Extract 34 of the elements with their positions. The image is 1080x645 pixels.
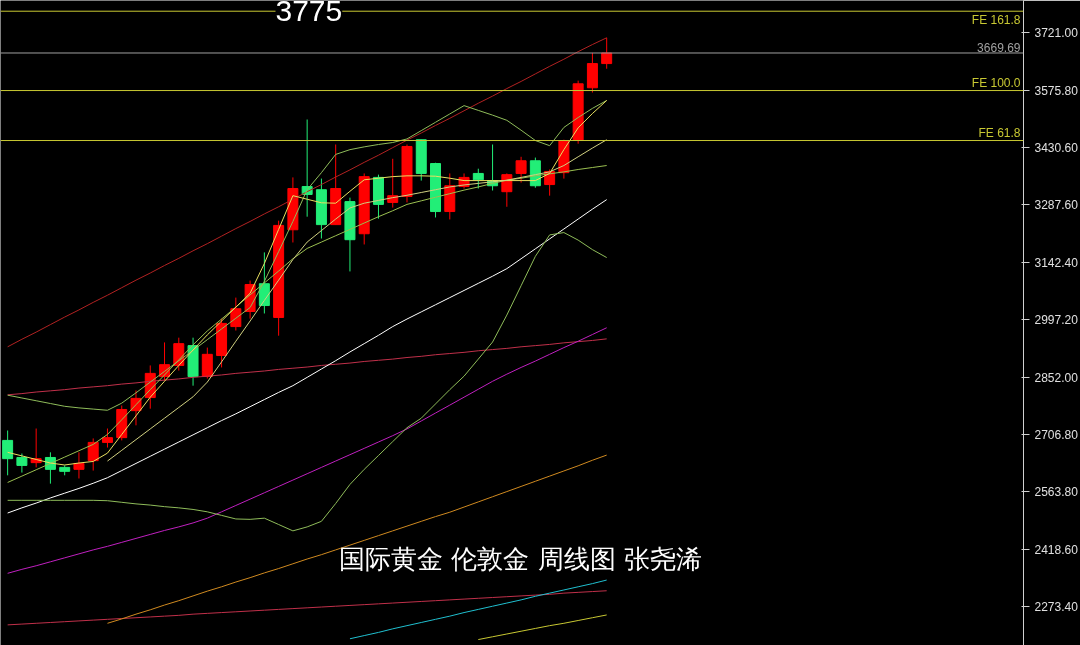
ref-line-label: 3669.69 — [977, 40, 1021, 55]
line-series — [106, 139, 608, 462]
y-tick-label: 2273.40 — [1034, 600, 1079, 615]
candlestick — [501, 172, 513, 208]
y-tick-label: 3575.80 — [1034, 83, 1079, 98]
ref-line-label: FE 100.0 — [971, 75, 1021, 90]
candlestick — [515, 156, 527, 184]
line-series — [7, 338, 608, 396]
y-tick-label: 2997.20 — [1034, 313, 1079, 328]
candlestick — [2, 430, 14, 476]
line-series — [349, 579, 608, 640]
line-series — [7, 590, 608, 626]
y-tick-label: 2563.80 — [1034, 485, 1079, 500]
y-tick-label: 3287.60 — [1034, 198, 1079, 213]
ref-line-label: FE 61.8 — [978, 125, 1021, 140]
candlestick — [201, 347, 213, 380]
y-tick-label: 3430.60 — [1034, 141, 1079, 156]
line-series — [7, 199, 608, 514]
y-tick-label: 2706.80 — [1034, 428, 1079, 443]
candlestick — [73, 451, 85, 479]
annotation: 国际黄金 伦敦金 周线图 张尧浠 — [339, 543, 702, 574]
candlestick — [472, 168, 484, 190]
y-tick-label: 2852.00 — [1034, 370, 1079, 385]
y-tick-label: 3142.40 — [1034, 255, 1079, 270]
y-tick-label: 2418.60 — [1034, 542, 1079, 557]
y-tick-label: 3721.00 — [1034, 26, 1079, 41]
candlestick — [101, 428, 113, 449]
line-series — [7, 232, 608, 532]
line-series — [477, 614, 608, 641]
candlestick — [87, 437, 99, 472]
candlestick — [16, 453, 28, 474]
annotation: 3775 — [275, 0, 343, 28]
ref-line-label: FE 161.8 — [971, 13, 1021, 28]
line-series — [7, 37, 608, 348]
